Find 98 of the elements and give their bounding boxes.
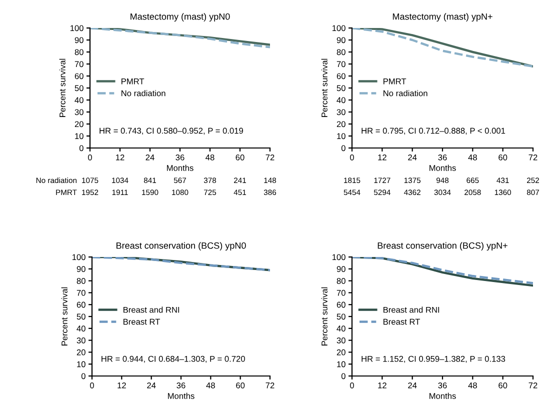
x-axis-title: Months (430, 392, 456, 399)
legend-label: PMRT (384, 78, 406, 84)
y-tick-label: 100 (332, 254, 346, 260)
y-tick-label: 20 (76, 349, 86, 356)
x-tick-label: 48 (206, 382, 215, 388)
x-tick-label: 12 (118, 382, 126, 388)
y-tick-label: 60 (336, 302, 346, 308)
y-tick-label: 90 (74, 37, 84, 44)
x-tick-label: 12 (116, 154, 124, 160)
x-tick-label: 24 (146, 154, 154, 160)
x-axis-title: Months (167, 164, 194, 171)
x-axis-title: Months (168, 392, 194, 399)
y-tick-label: 50 (336, 314, 346, 320)
y-tick-label: 40 (336, 326, 346, 332)
y-tick-label: 60 (336, 73, 346, 80)
annotation: HR = 0.795, CI 0.712–0.888, P < 0.001 (362, 128, 506, 135)
x-tick-label: 72 (266, 154, 274, 160)
y-tick-label: 80 (76, 278, 86, 284)
y-tick-label: 30 (74, 109, 84, 116)
x-tick-label: 36 (176, 154, 184, 160)
y-tick-label: 50 (336, 85, 346, 92)
y-tick-label: 70 (336, 290, 346, 296)
y-tick-label: 100 (70, 25, 84, 32)
x-tick-label: 24 (147, 382, 156, 388)
y-tick-label: 90 (336, 266, 346, 272)
y-tick-label: 50 (76, 314, 86, 320)
chart-title: Breast conservation (BCS) ypN+ (378, 242, 508, 251)
x-tick-label: 36 (438, 154, 447, 160)
legend-label: Breast and RNI (384, 306, 440, 313)
x-tick-label: 0 (350, 154, 354, 160)
chart-title: Mastectomy (mast) ypN+ (392, 13, 492, 22)
x-tick-label: 60 (236, 382, 245, 388)
annotation: HR = 0.743, CI 0.580–0.952, P = 0.019 (100, 128, 244, 135)
y-tick-label: 100 (332, 25, 346, 32)
x-tick-label: 72 (528, 382, 538, 388)
x-tick-label: 0 (90, 382, 94, 388)
x-tick-label: 72 (266, 382, 274, 388)
y-tick-label: 80 (336, 49, 346, 56)
y-axis-title: Percent survival (321, 287, 328, 346)
x-axis-title: Months (430, 164, 456, 171)
legend-label: Breast RT (124, 318, 160, 325)
legend-label: No radiation (384, 90, 428, 96)
x-tick-label: 72 (528, 154, 538, 160)
x-tick-label: 24 (408, 382, 417, 388)
legend-label: PMRT (122, 78, 144, 84)
x-tick-label: 36 (176, 382, 186, 388)
x-tick-label: 12 (378, 382, 386, 388)
y-tick-label: 100 (72, 254, 86, 260)
y-tick-label: 10 (77, 361, 86, 368)
y-tick-label: 0 (341, 145, 346, 152)
x-tick-label: 12 (378, 154, 386, 160)
y-tick-label: 0 (341, 373, 346, 380)
x-tick-label: 0 (88, 154, 92, 160)
x-tick-label: 60 (498, 382, 508, 388)
y-tick-label: 80 (336, 278, 346, 284)
y-tick-label: 10 (337, 133, 346, 140)
y-tick-label: 10 (75, 133, 84, 140)
y-tick-label: 30 (336, 338, 346, 344)
y-axis-title: Percent survival (321, 58, 328, 117)
x-tick-label: 60 (236, 154, 244, 160)
y-tick-label: 60 (76, 302, 86, 308)
y-tick-label: 30 (336, 109, 346, 116)
y-tick-label: 80 (74, 49, 84, 56)
x-tick-label: 60 (498, 154, 508, 160)
y-tick-label: 20 (74, 121, 84, 128)
y-tick-label: 40 (76, 326, 86, 332)
legend-label: No radiation (122, 90, 166, 96)
y-tick-label: 0 (81, 373, 86, 380)
y-axis-title: Percent survival (61, 287, 68, 346)
y-tick-label: 30 (76, 338, 86, 344)
y-tick-label: 90 (336, 37, 346, 44)
legend-label: Breast RT (384, 318, 420, 325)
y-axis-title: Percent survival (59, 58, 66, 117)
line-series (352, 28, 533, 68)
y-tick-label: 0 (79, 145, 84, 152)
annotation: HR = 0.944, CI 0.684–1.303, P = 0.720 (102, 356, 245, 363)
y-tick-label: 10 (337, 361, 346, 368)
chart-title: Mastectomy (mast) ypN0 (130, 13, 230, 22)
y-tick-label: 60 (74, 73, 84, 80)
y-tick-label: 20 (336, 121, 346, 128)
x-tick-label: 0 (350, 382, 354, 388)
x-tick-label: 48 (468, 154, 477, 160)
x-tick-label: 24 (408, 154, 417, 160)
annotation: HR = 1.152, CI 0.959–1.382, P = 0.133 (362, 356, 506, 363)
y-tick-label: 70 (336, 61, 346, 68)
y-tick-label: 70 (74, 61, 84, 68)
y-tick-label: 40 (336, 97, 346, 104)
line-series (92, 257, 270, 272)
y-tick-label: 40 (74, 97, 84, 104)
legend-label: Breast and RNI (124, 306, 180, 313)
y-tick-label: 90 (76, 266, 86, 272)
x-tick-label: 48 (206, 154, 214, 160)
x-tick-label: 36 (438, 382, 447, 388)
x-tick-label: 48 (468, 382, 477, 388)
chart-title: Breast conservation (BCS) ypN0 (116, 242, 246, 251)
y-tick-label: 50 (74, 85, 84, 92)
y-tick-label: 70 (76, 290, 86, 296)
y-tick-label: 20 (336, 349, 346, 356)
